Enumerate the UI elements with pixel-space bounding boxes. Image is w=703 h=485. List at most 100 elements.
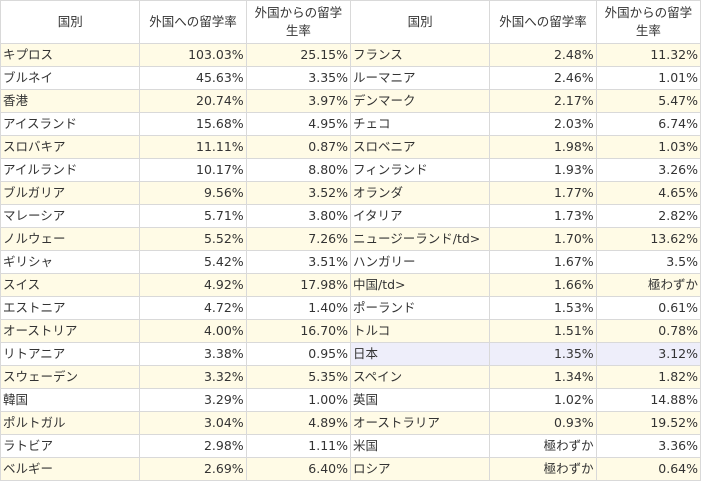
outbound-rate-cell: 45.63%: [139, 66, 247, 90]
outbound-rate-cell: 2.17%: [489, 89, 597, 113]
country-cell: ノルウェー: [0, 227, 141, 251]
inbound-rate-cell: 6.40%: [245, 457, 351, 481]
outbound-rate-cell: 1.98%: [489, 135, 597, 159]
outbound-rate-cell: 1.53%: [489, 296, 597, 320]
inbound-rate-cell: 3.36%: [595, 434, 702, 458]
country-cell: イタリア: [349, 204, 491, 228]
header-inbound-rate: 外国からの留学生率: [245, 0, 351, 44]
inbound-rate-cell: 6.74%: [595, 112, 702, 136]
outbound-rate-cell: 極わずか: [489, 434, 597, 458]
header-inbound-rate: 外国からの留学生率: [595, 0, 702, 44]
inbound-rate-cell: 3.35%: [245, 66, 351, 90]
country-cell: オランダ: [349, 181, 491, 205]
country-cell: 日本: [349, 342, 491, 366]
table-row: キプロス 103.03% 25.15% フランス 2.48% 11.32%: [0, 43, 702, 67]
header-outbound-rate: 外国への留学率: [489, 0, 597, 44]
country-cell: スイス: [0, 273, 141, 297]
table-row: 香港 20.74% 3.97% デンマーク 2.17% 5.47%: [0, 89, 702, 113]
outbound-rate-cell: 5.71%: [139, 204, 247, 228]
inbound-rate-cell: 4.65%: [595, 181, 702, 205]
country-cell: ブルガリア: [0, 181, 141, 205]
country-cell: ブルネイ: [0, 66, 141, 90]
inbound-rate-cell: 3.5%: [595, 250, 702, 274]
inbound-rate-cell: 3.26%: [595, 158, 702, 182]
country-cell: ラトビア: [0, 434, 141, 458]
inbound-rate-cell: 3.52%: [245, 181, 351, 205]
inbound-rate-cell: 0.87%: [245, 135, 351, 159]
outbound-rate-cell: 15.68%: [139, 112, 247, 136]
country-cell: 香港: [0, 89, 141, 113]
country-cell: スウェーデン: [0, 365, 141, 389]
inbound-rate-cell: 19.52%: [595, 411, 702, 435]
table-row: 韓国 3.29% 1.00% 英国 1.02% 14.88%: [0, 388, 702, 412]
country-cell: アイスランド: [0, 112, 141, 136]
country-cell: スロバキア: [0, 135, 141, 159]
outbound-rate-cell: 3.29%: [139, 388, 247, 412]
outbound-rate-cell: 103.03%: [139, 43, 247, 67]
country-cell: トルコ: [349, 319, 491, 343]
inbound-rate-cell: 3.51%: [245, 250, 351, 274]
outbound-rate-cell: 20.74%: [139, 89, 247, 113]
table-row: ポルトガル 3.04% 4.89% オーストラリア 0.93% 19.52%: [0, 411, 702, 435]
inbound-rate-cell: 14.88%: [595, 388, 702, 412]
table-row: アイスランド 15.68% 4.95% チェコ 2.03% 6.74%: [0, 112, 702, 136]
country-cell: スロベニア: [349, 135, 491, 159]
outbound-rate-cell: 5.42%: [139, 250, 247, 274]
table-row: エストニア 4.72% 1.40% ポーランド 1.53% 0.61%: [0, 296, 702, 320]
country-cell: マレーシア: [0, 204, 141, 228]
outbound-rate-cell: 3.32%: [139, 365, 247, 389]
country-cell: オーストリア: [0, 319, 141, 343]
outbound-rate-cell: 極わずか: [489, 457, 597, 481]
outbound-rate-cell: 2.03%: [489, 112, 597, 136]
inbound-rate-cell: 0.61%: [595, 296, 702, 320]
table-header-row: 国別 外国への留学率 外国からの留学生率 国別 外国への留学率 外国からの留学生…: [0, 0, 702, 44]
country-cell: ベルギー: [0, 457, 141, 481]
inbound-rate-cell: 5.47%: [595, 89, 702, 113]
country-cell: チェコ: [349, 112, 491, 136]
country-cell: ポーランド: [349, 296, 491, 320]
table-row: マレーシア 5.71% 3.80% イタリア 1.73% 2.82%: [0, 204, 702, 228]
inbound-rate-cell: 1.40%: [245, 296, 351, 320]
country-cell: ルーマニア: [349, 66, 491, 90]
inbound-rate-cell: 4.89%: [245, 411, 351, 435]
header-outbound-rate: 外国への留学率: [139, 0, 247, 44]
table-row: オーストリア 4.00% 16.70% トルコ 1.51% 0.78%: [0, 319, 702, 343]
inbound-rate-cell: 1.00%: [245, 388, 351, 412]
outbound-rate-cell: 2.46%: [489, 66, 597, 90]
table-body: キプロス 103.03% 25.15% フランス 2.48% 11.32% ブルネイ 45.6…: [0, 43, 702, 481]
inbound-rate-cell: 11.32%: [595, 43, 702, 67]
country-cell: キプロス: [0, 43, 141, 67]
outbound-rate-cell: 2.48%: [489, 43, 597, 67]
table-row: ギリシャ 5.42% 3.51% ハンガリー 1.67% 3.5%: [0, 250, 702, 274]
outbound-rate-cell: 4.92%: [139, 273, 247, 297]
inbound-rate-cell: 3.12%: [595, 342, 702, 366]
outbound-rate-cell: 1.35%: [489, 342, 597, 366]
inbound-rate-cell: 17.98%: [245, 273, 351, 297]
inbound-rate-cell: 5.35%: [245, 365, 351, 389]
table-row: ラトビア 2.98% 1.11% 米国 極わずか 3.36%: [0, 434, 702, 458]
outbound-rate-cell: 4.00%: [139, 319, 247, 343]
inbound-rate-cell: 0.78%: [595, 319, 702, 343]
table-row: リトアニア 3.38% 0.95% 日本 1.35% 3.12%: [0, 342, 702, 366]
inbound-rate-cell: 1.01%: [595, 66, 702, 90]
country-cell: ギリシャ: [0, 250, 141, 274]
outbound-rate-cell: 11.11%: [139, 135, 247, 159]
table-row: アイルランド 10.17% 8.80% フィンランド 1.93% 3.26%: [0, 158, 702, 182]
table-row: スウェーデン 3.32% 5.35% スペイン 1.34% 1.82%: [0, 365, 702, 389]
country-cell: オーストラリア: [349, 411, 491, 435]
country-cell: フランス: [349, 43, 491, 67]
inbound-rate-cell: 0.64%: [595, 457, 702, 481]
inbound-rate-cell: 3.80%: [245, 204, 351, 228]
inbound-rate-cell: 極わずか: [595, 273, 702, 297]
inbound-rate-cell: 3.97%: [245, 89, 351, 113]
inbound-rate-cell: 1.11%: [245, 434, 351, 458]
inbound-rate-cell: 2.82%: [595, 204, 702, 228]
country-cell: デンマーク: [349, 89, 491, 113]
inbound-rate-cell: 8.80%: [245, 158, 351, 182]
inbound-rate-cell: 16.70%: [245, 319, 351, 343]
outbound-rate-cell: 1.67%: [489, 250, 597, 274]
header-country: 国別: [0, 0, 141, 44]
outbound-rate-cell: 2.98%: [139, 434, 247, 458]
table-row: スイス 4.92% 17.98% 中国/td> 1.66% 極わずか: [0, 273, 702, 297]
country-cell: 英国: [349, 388, 491, 412]
